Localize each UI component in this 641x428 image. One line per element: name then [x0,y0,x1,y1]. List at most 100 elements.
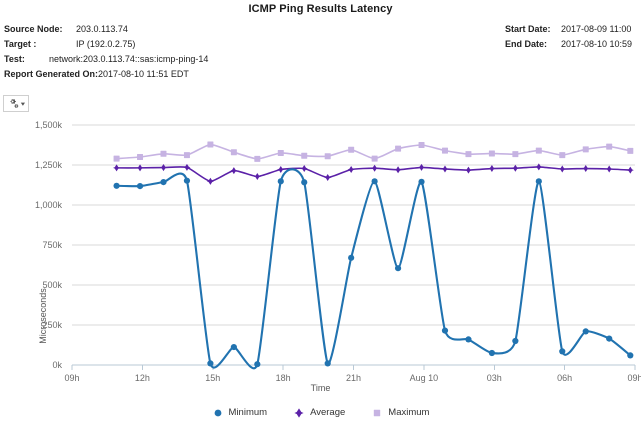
meta-test-label: Test: [4,54,25,64]
data-point-marker [137,154,144,160]
legend-item-average[interactable]: Average [293,408,345,418]
caret-down-icon [20,102,25,106]
data-point-marker [183,177,191,184]
data-point-marker [559,348,566,355]
data-point-marker [136,183,144,190]
series-maximum [113,141,634,162]
meta-end-date-label: End Date: [505,39,548,49]
data-point-marker [136,164,144,172]
meta-target-label: Target : [4,39,37,49]
data-point-marker [254,155,261,162]
data-point-marker [277,150,284,156]
data-point-marker [371,155,378,162]
data-point-marker [512,151,519,158]
chart-legend: Minimum Average Maximum [0,408,641,418]
data-point-marker [627,352,634,359]
y-axis-tick-label: 1,500k [34,120,62,130]
y-axis-tick-label: 500k [42,280,62,290]
data-point-marker [582,328,589,335]
data-point-marker [465,151,472,158]
meta-source-node-label: Source Node: [4,24,63,34]
x-axis-title: Time [310,383,331,393]
data-point-marker [464,166,472,174]
legend-marker-diamond-icon [294,408,304,418]
data-point-marker [348,254,355,261]
data-point-marker [582,165,590,173]
y-axis-title: Microseconds [38,288,48,344]
x-axis-tick-label: 09h [64,373,80,383]
x-axis-tick-label: 06h [557,373,573,383]
data-point-marker [113,155,120,162]
legend-item-maximum[interactable]: Maximum [371,408,429,418]
data-point-marker [347,165,355,173]
data-point-marker [582,146,589,153]
data-point-marker [627,147,634,154]
data-point-marker [183,152,190,159]
data-point-marker [253,173,261,181]
data-point-marker [441,147,448,154]
series-minimum [113,168,634,369]
data-point-marker [488,165,496,173]
legend-label: Average [310,407,346,419]
data-point-marker [374,409,381,417]
data-point-marker [441,327,449,334]
data-point-marker [559,152,566,159]
legend-item-minimum[interactable]: Minimum [212,408,267,418]
data-point-marker [183,163,191,171]
data-point-marker [230,343,237,351]
data-point-marker [113,164,121,172]
x-axis-tick-label: Aug 10 [409,373,439,383]
gear-icon [10,98,25,108]
data-point-marker [418,142,425,148]
x-axis-tick-label: 21h [345,373,362,383]
y-axis-tick-label: 1,250k [34,160,62,170]
chart-settings-button[interactable] [3,95,29,112]
data-point-marker [418,178,425,185]
data-point-marker [605,165,613,173]
meta-end-date: End Date: 2017-08-10 10:59 [505,39,632,49]
data-point-marker [558,165,566,173]
data-point-marker [348,146,355,153]
data-point-marker [207,360,214,367]
data-point-marker [277,178,284,185]
data-point-marker [230,149,237,156]
data-point-marker [371,178,378,185]
data-point-marker [113,182,120,189]
x-axis-tick-label: 18h [275,373,291,383]
data-point-marker [626,166,634,174]
data-point-marker [301,179,308,186]
meta-start-date-label: Start Date: [505,24,551,34]
meta-start-date: Start Date: 2017-08-09 11:00 [505,24,631,34]
meta-target-value: IP (192.0.2.75) [76,39,136,49]
series-average [113,163,634,185]
data-point-marker [394,166,402,174]
chart-plot-area [71,124,636,370]
x-axis-tick-label: 12h [134,373,150,383]
x-axis-tick-label: 09h [627,373,641,383]
y-axis-tick-label: 250k [42,320,62,330]
data-point-marker [206,177,214,185]
meta-end-date-value: 2017-08-10 10:59 [561,39,633,49]
meta-report-generated: Report Generated On: 2017-08-10 11:51 ED… [4,69,189,79]
data-point-marker [606,335,613,342]
latency-chart: Microseconds Time 0k 250k 500k 750k 1,000k 1,… [0,113,641,403]
data-point-marker [371,164,379,172]
data-point-marker [606,143,613,150]
data-point-marker [512,337,519,345]
data-point-marker [254,361,261,368]
data-point-marker [160,179,167,186]
page-title: ICMP Ping Results Latency [248,3,393,15]
y-axis-tick-label: 1,000k [34,200,62,210]
data-point-marker [301,152,308,159]
data-point-marker [418,163,426,171]
legend-marker-square-icon [374,409,381,417]
data-point-marker [394,265,402,272]
data-point-marker [488,150,495,157]
meta-source-node: Source Node: 203.0.113.74 [4,24,128,34]
data-point-marker [535,178,542,185]
data-point-marker [214,409,221,417]
meta-report-generated-label: Report Generated On: [4,69,99,79]
data-point-marker [488,349,496,357]
x-axis-tick-label: 03h [486,373,502,383]
y-axis-tick-label: 0k [52,360,62,370]
